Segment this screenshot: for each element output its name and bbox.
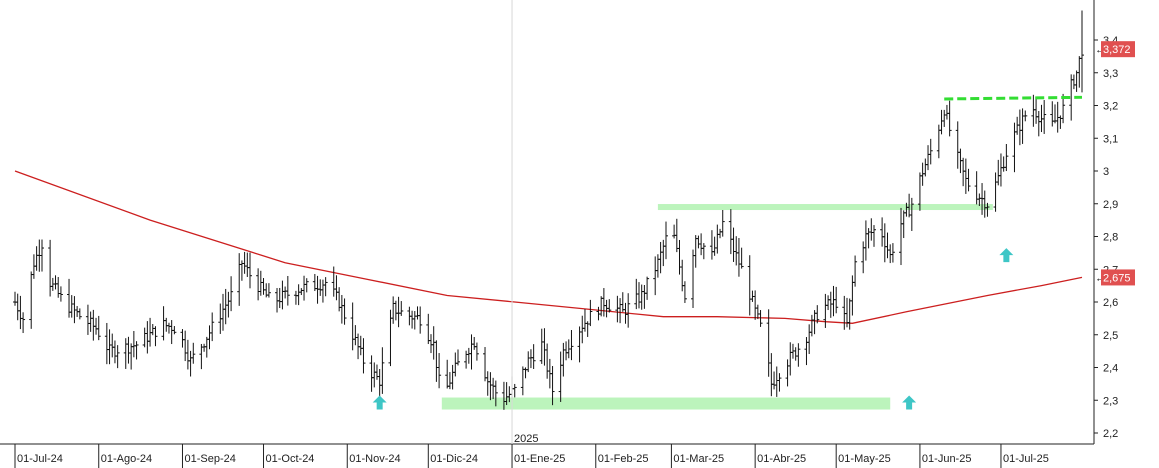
x-tick-label: 01-Jul-25 [1003,453,1049,465]
y-tick-label: 2,9 [1103,199,1118,211]
x-tick-label: 01-Jul-24 [17,453,63,465]
x-tick-label: 01-Mar-25 [673,453,724,465]
moving-average-layer [14,170,1083,324]
x-tick-label: 01-Ago-24 [101,453,152,465]
up-arrow-icon-1 [372,395,387,410]
price-bars [13,10,1084,410]
support-zones [441,204,993,410]
moving-average-value-label: 2,675 [1103,272,1131,284]
x-tick-label: 01-Abr-25 [757,453,806,465]
y-tick-label: 2,2 [1103,428,1118,440]
moving-average-line [14,170,1083,324]
moving-average-value-badge [1101,269,1135,286]
x-tick-label: 01-May-25 [838,453,891,465]
x-tick-label: 01-Nov-24 [349,453,400,465]
x-tick-label: 01-Oct-24 [266,453,315,465]
y-tick-label: 3,1 [1103,133,1118,145]
y-tick-label: 3,2 [1103,101,1118,113]
y-tick-label: 2,4 [1103,363,1118,375]
x-tick-label: 01-Feb-25 [598,453,649,465]
y-tick-label: 3 [1103,166,1109,178]
last-price-pointer: ← [1095,44,1106,56]
axes: 3,43,33,23,132,92,82,72,62,52,42,32,201-… [0,0,1135,468]
support-zone-2 [657,204,993,211]
x-tick-label: 01-Jun-25 [922,453,972,465]
y-tick-label: 2,3 [1103,395,1118,407]
x-tick-label: 01-Ene-25 [514,453,565,465]
y-tick-label: 2,6 [1103,297,1118,309]
x-tick-label: 01-Dic-24 [430,453,478,465]
resistance-line [944,95,1083,101]
moving-average-value-pointer: ← [1095,272,1106,284]
last-price-label: 3,372 [1103,44,1131,56]
last-price-badge [1101,41,1135,58]
y-tick-label: 3,3 [1103,68,1118,80]
support-zone-1 [441,397,891,410]
y-tick-label: 2,8 [1103,232,1118,244]
up-arrow-icon-2 [902,395,917,410]
x-tick-label: 01-Sep-24 [184,453,235,465]
y-tick-label: 2,5 [1103,330,1118,342]
annotations-layer [372,95,1083,410]
up-arrow-icon-3 [999,248,1014,263]
year-label: 2025 [514,433,538,445]
